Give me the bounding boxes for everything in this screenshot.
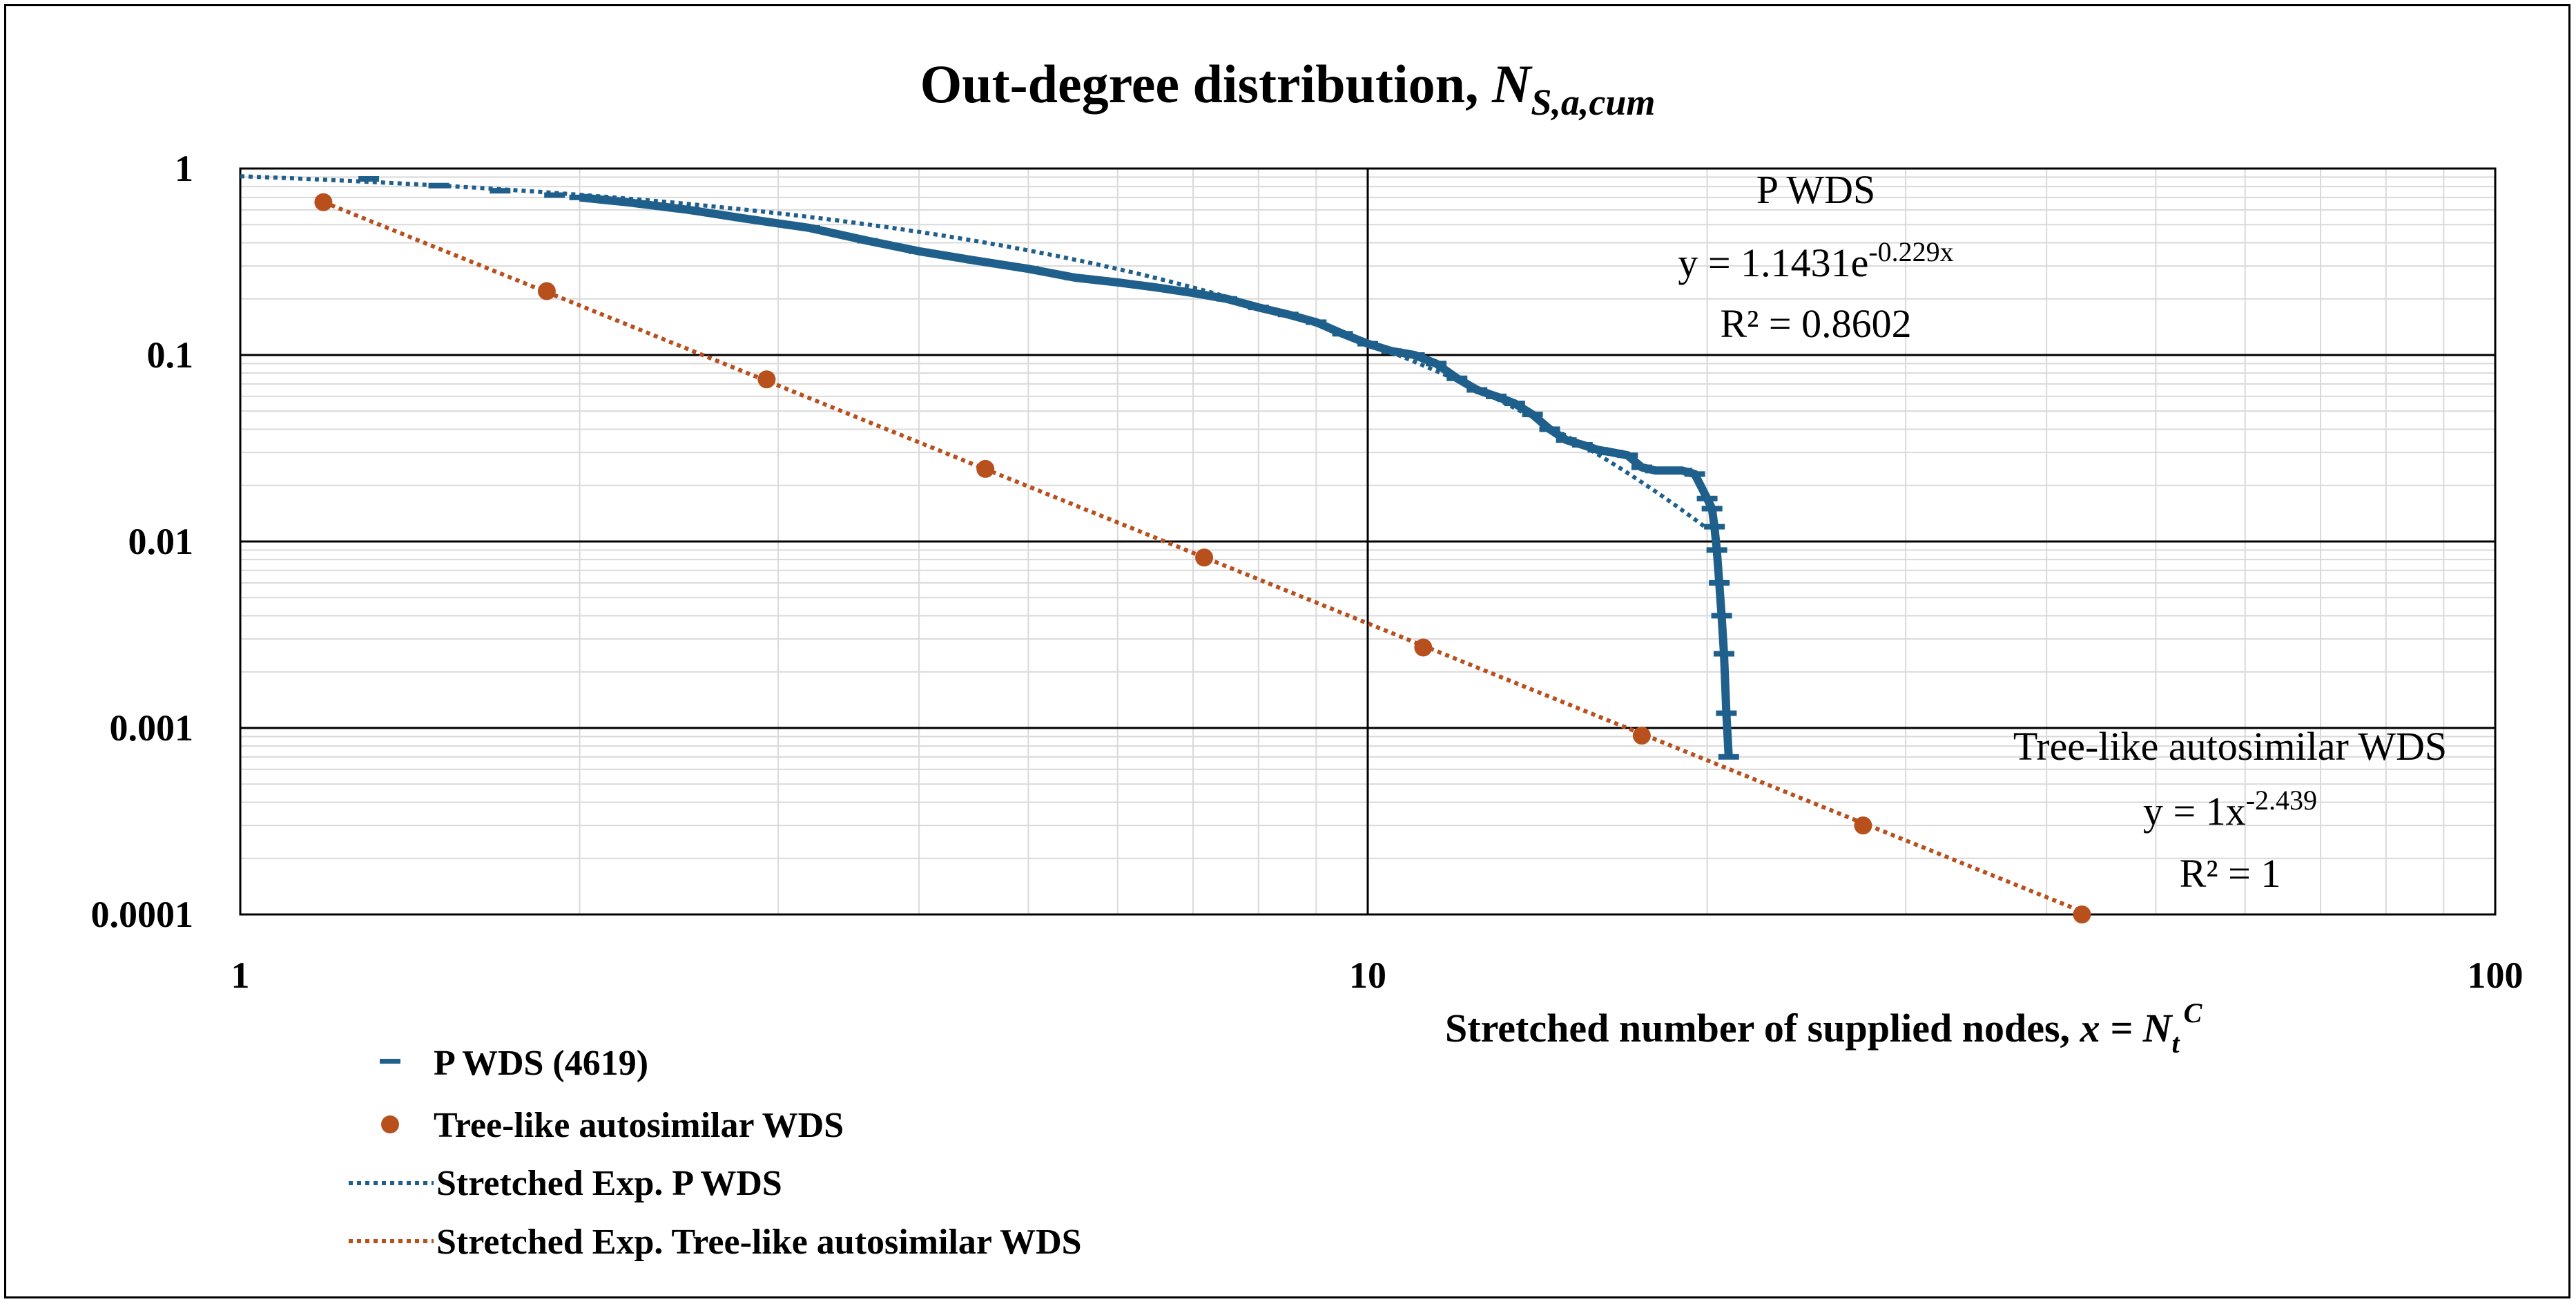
legend-item-p-wds: P WDS (4619) bbox=[380, 1044, 648, 1083]
x-tick-label: 100 bbox=[2468, 955, 2524, 996]
legend-label-fit-p: Stretched Exp. P WDS bbox=[436, 1164, 782, 1203]
tree-like-point bbox=[1854, 816, 1872, 835]
y-axis-ticks: 1 0.1 0.01 0.001 0.0001 bbox=[91, 148, 194, 935]
legend-circle-marker bbox=[381, 1115, 399, 1133]
legend-dash-marker bbox=[380, 1059, 400, 1064]
tree-like-point bbox=[1414, 638, 1433, 657]
annotation-tree-r2: R² = 1 bbox=[2180, 851, 2281, 896]
tree-like-point bbox=[537, 282, 556, 300]
tree-like-point bbox=[757, 370, 776, 389]
chart-frame bbox=[4, 4, 2570, 1298]
x-axis-ticks: 1 10 100 bbox=[231, 955, 2524, 996]
legend: P WDS (4619) Tree-like autosimilar WDS S… bbox=[349, 1044, 1082, 1262]
legend-item-tree-like: Tree-like autosimilar WDS bbox=[381, 1106, 844, 1145]
annotation-tree-equation: y = 1x-2.439 bbox=[2143, 785, 2317, 834]
annotation-p-r2: R² = 0.8602 bbox=[1720, 301, 1911, 346]
annotation-p-equation: y = 1.1431e-0.229x bbox=[1678, 236, 1953, 285]
y-tick-label: 0.01 bbox=[128, 521, 194, 562]
chart-title: Out-degree distribution, NS,a,cum bbox=[920, 54, 1656, 123]
p-wds-trace bbox=[579, 193, 1733, 758]
legend-label-p-wds: P WDS (4619) bbox=[434, 1044, 648, 1083]
legend-label-fit-tree: Stretched Exp. Tree-like autosimilar WDS bbox=[436, 1222, 1082, 1262]
tree-like-point bbox=[2073, 905, 2091, 923]
x-tick-label: 1 bbox=[231, 955, 250, 996]
legend-item-fit-tree: Stretched Exp. Tree-like autosimilar WDS bbox=[349, 1222, 1082, 1262]
y-tick-label: 0.001 bbox=[110, 707, 194, 749]
fit-line-p-wds bbox=[240, 174, 1709, 530]
p-wds-point bbox=[428, 182, 449, 189]
series-p-wds bbox=[358, 175, 1739, 760]
x-axis-label: Stretched number of supplied nodes, x = … bbox=[1445, 997, 2203, 1059]
series-tree-like bbox=[314, 193, 2091, 923]
y-tick-label: 0.0001 bbox=[91, 894, 194, 935]
y-tick-label: 0.1 bbox=[147, 334, 194, 376]
y-tick-label: 1 bbox=[175, 148, 193, 189]
tree-like-point bbox=[1195, 548, 1214, 567]
legend-label-tree-like: Tree-like autosimilar WDS bbox=[434, 1106, 844, 1145]
legend-item-fit-p: Stretched Exp. P WDS bbox=[349, 1164, 782, 1203]
plot-area bbox=[239, 167, 2497, 916]
annotation-p-title: P WDS bbox=[1756, 167, 1875, 212]
tree-like-point bbox=[314, 193, 333, 211]
p-wds-point bbox=[569, 194, 590, 200]
p-wds-point bbox=[358, 175, 380, 182]
tree-like-point bbox=[976, 459, 995, 478]
annotation-tree-title: Tree-like autosimilar WDS bbox=[2013, 724, 2447, 769]
p-wds-point bbox=[1718, 754, 1739, 760]
x-tick-label: 10 bbox=[1349, 955, 1386, 996]
p-wds-point bbox=[490, 188, 511, 194]
p-wds-point bbox=[544, 192, 565, 198]
tree-like-point bbox=[1632, 727, 1651, 745]
